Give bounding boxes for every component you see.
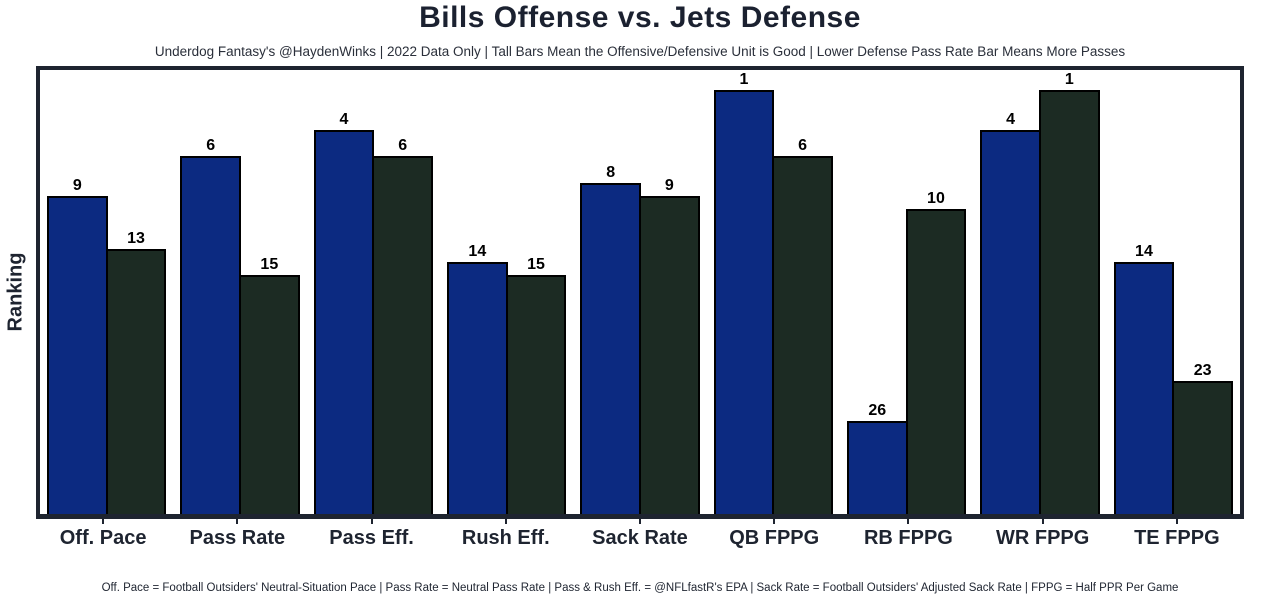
x-axis-category-label: RB FPPG [863,527,953,549]
bar-offense: 14 [446,243,508,514]
bar-defense: 13 [105,230,167,514]
x-axis-category: Rush Eff. [439,519,573,550]
bar-defense: 1 [1038,71,1100,514]
x-axis-category: TE FPPG [1110,519,1244,550]
x-axis-category: Pass Rate [170,519,304,550]
bar-value-label: 6 [206,137,216,155]
y-axis-label: Ranking [4,252,27,332]
x-axis-category-label: Sack Rate [592,527,688,549]
x-axis-category-label: WR FPPG [995,527,1090,549]
bar-group: 9 13 [40,70,173,514]
x-axis-category-label: Pass Rate [189,527,286,549]
bar-group: 14 23 [1107,70,1240,514]
bar-offense: 6 [180,137,241,514]
x-axis-category: QB FPPG [707,519,841,550]
x-axis-category-label: Rush Eff. [461,527,550,549]
axis-tick [907,519,910,524]
bar-defense: 15 [238,256,300,514]
x-axis-category-label: Off. Pace [59,527,147,549]
x-axis-category-label: Pass Eff. [329,527,414,549]
bar-offense: 8 [580,164,641,514]
x-axis-labels: Off. Pace Pass Rate Pass Eff. Rush Eff. Sack… [36,519,1244,550]
bar-value-label: 14 [468,243,487,261]
bar-value-label: 26 [868,402,887,420]
bar-defense: 6 [372,137,433,514]
axis-tick [638,519,641,524]
bar-offense: 26 [846,402,908,514]
bar-value-label: 23 [1193,362,1212,380]
bar-value-label: 1 [1064,70,1074,88]
bar-value-label: 9 [72,176,82,194]
bar-defense: 6 [772,137,833,514]
bar-offense: 14 [1113,243,1175,514]
x-axis-category: WR FPPG [976,519,1110,550]
chart-title: Bills Offense vs. Jets Defense [419,1,861,34]
bar-value-label: 4 [339,110,349,128]
plot-area: 9 13 6 15 4 6 14 15 8 9 1 6 26 10 4 1 14 23 [36,66,1244,519]
bar-defense: 15 [505,256,567,514]
x-axis-category-label: QB FPPG [729,527,820,549]
axis-tick [504,519,507,524]
axis-tick [236,519,239,524]
bar-value-label: 15 [260,256,279,274]
bar-defense: 10 [905,190,967,514]
bar-value-label: 15 [527,256,545,274]
bar-value-label: 6 [398,137,408,155]
axis-tick [1175,519,1178,524]
axis-tick [370,519,373,524]
bar-defense: 23 [1172,362,1233,514]
chart-subtitle: Underdog Fantasy's @HaydenWinks | 2022 D… [154,44,1126,59]
bar-offense: 4 [980,111,1041,514]
axis-tick [773,519,776,524]
bar-group: 26 10 [840,70,973,514]
bar-defense: 9 [638,177,700,514]
x-axis-category: Sack Rate [573,519,707,550]
bar-group: 14 15 [440,70,573,514]
bar-value-label: 6 [798,137,808,155]
bar-offense: 9 [47,177,108,514]
bar-offense: 4 [313,111,375,514]
axis-tick [1041,519,1044,524]
x-axis-category: RB FPPG [841,519,975,550]
bar-value-label: 10 [927,190,945,208]
x-axis-category: Pass Eff. [304,519,438,550]
footnote: Off. Pace = Football Outsiders' Neutral-… [101,582,1179,594]
bar-value-label: 8 [606,163,616,181]
x-axis-category-label: TE FPPG [1134,527,1220,549]
x-axis-category: Off. Pace [36,519,170,550]
bar-value-label: 9 [664,176,674,194]
bar-value-label: 13 [127,229,145,247]
bar-group: 6 15 [173,70,306,514]
bar-value-label: 1 [739,70,749,88]
bar-offense: 1 [713,71,775,514]
bar-value-label: 14 [1135,243,1153,261]
axis-tick [102,519,105,524]
bar-value-label: 4 [1006,110,1016,128]
